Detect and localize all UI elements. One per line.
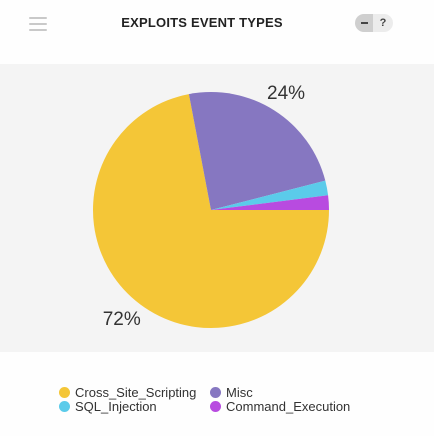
legend-swatch bbox=[210, 401, 221, 412]
pie-slice-sql-injection[interactable] bbox=[211, 180, 329, 210]
legend-label: Command_Execution bbox=[226, 399, 351, 414]
legend-item-cross-site-scripting[interactable]: Cross_Site_Scripting bbox=[59, 385, 196, 400]
pie-slice-command-execution[interactable] bbox=[211, 195, 329, 210]
pie-data-label: 24% bbox=[267, 83, 305, 104]
widget-title: EXPLOITS EVENT TYPES bbox=[121, 15, 283, 30]
legend-swatch bbox=[210, 387, 221, 398]
pie-slice-misc[interactable] bbox=[188, 91, 326, 210]
collapse-button[interactable] bbox=[355, 14, 373, 32]
minus-icon bbox=[360, 22, 368, 24]
chart-plot-area: 72% 24% bbox=[0, 64, 434, 352]
legend-swatch bbox=[59, 387, 70, 398]
widget-header: EXPLOITS EVENT TYPES ? bbox=[0, 0, 434, 64]
widget-controls: ? bbox=[355, 14, 393, 32]
help-button[interactable]: ? bbox=[373, 14, 393, 32]
hamburger-menu-icon[interactable] bbox=[29, 17, 47, 33]
legend-item-command-execution[interactable]: Command_Execution bbox=[210, 399, 350, 414]
legend-label: Misc bbox=[226, 385, 253, 400]
legend-label: SQL_Injection bbox=[75, 399, 157, 414]
legend-item-misc[interactable]: Misc bbox=[210, 385, 253, 400]
pie-chart: 72% 24% bbox=[92, 83, 329, 330]
pie-data-label: 72% bbox=[103, 309, 141, 330]
legend-item-sql-injection[interactable]: SQL_Injection bbox=[59, 399, 157, 414]
legend-swatch bbox=[59, 401, 70, 412]
legend-label: Cross_Site_Scripting bbox=[75, 385, 197, 400]
pie-slice-cross-site-scripting[interactable] bbox=[92, 94, 329, 328]
